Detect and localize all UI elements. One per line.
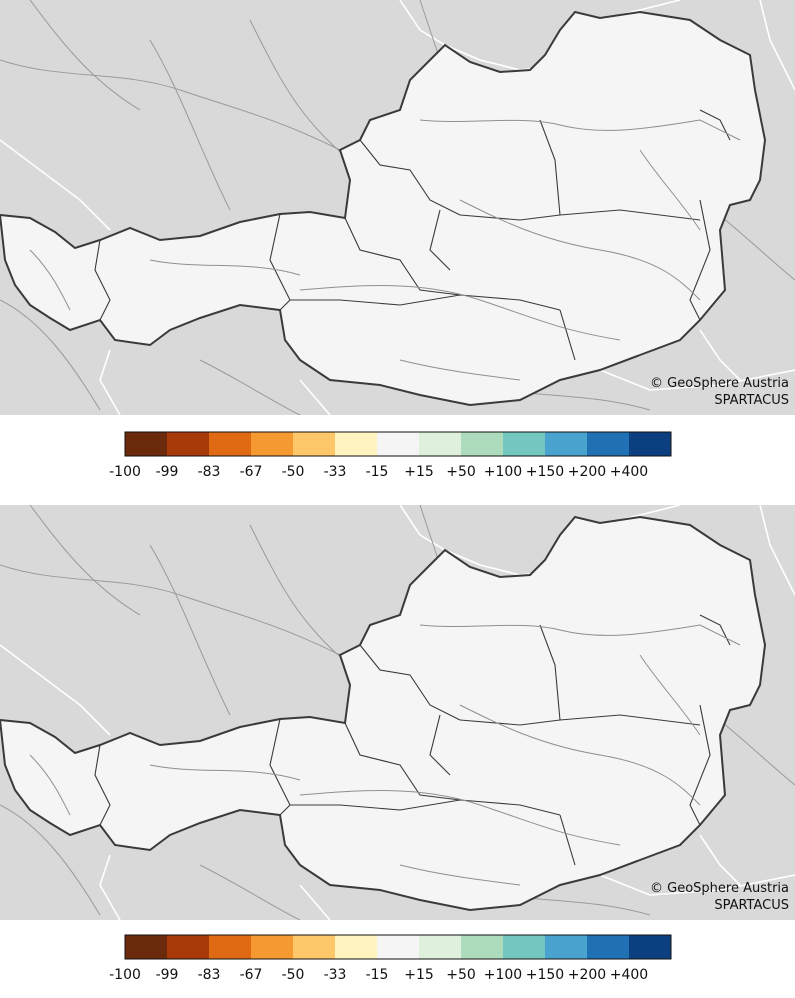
legend-swatch [293,935,335,959]
legend-swatch [167,432,209,456]
legend-tick-label: +50 [446,967,476,983]
legend-swatch [335,432,377,456]
legend-swatch [545,935,587,959]
legend-swatch [587,935,629,959]
legend-swatch [125,935,167,959]
legend-swatch [503,935,545,959]
legend-swatch [503,432,545,456]
legend-swatch [377,432,419,456]
legend-tick-label: -33 [324,464,347,480]
legend-tick-label: -83 [198,967,221,983]
legend-tick-label: -33 [324,967,347,983]
state-borders [94,109,731,361]
legend-tick-label: -100 [109,464,141,480]
legend-tick-label: +15 [404,967,434,983]
legend-swatch [167,935,209,959]
legend-swatch [377,935,419,959]
legend-tick-label: -15 [366,464,389,480]
legend-swatch [419,432,461,456]
legend-tick-label: +200 [568,464,606,480]
legend-swatch [125,432,167,456]
credit-line2: SPARTACUS [714,898,789,913]
credit-line1: © GeoSphere Austria [649,376,789,391]
map-credit-bottom: © GeoSphere Austria SPARTACUS [650,880,789,914]
legend-svg: -100 -99 -83 -67 -50 -33 -15 +15 +50 +100 +150 +200… [109,431,672,480]
legend-svg: -100 -99 -83 -67 -50 -33 -15 +15 +50 +100 +150 +200… [109,934,672,983]
legend-tick-label: -83 [198,464,221,480]
legend-swatch [209,935,251,959]
legend-swatch [587,432,629,456]
credit-line1: © GeoSphere Austria [649,881,789,896]
legend-frame [124,934,672,960]
legend-tick-label: +200 [568,967,606,983]
legend-tick-label: -50 [282,464,305,480]
legend-swatch [335,935,377,959]
legend-tick-label: +100 [484,464,522,480]
legend-swatch [209,432,251,456]
map-panel-top: © GeoSphere Austria SPARTACUS -100 -99 -83… [0,0,795,490]
legend-tick-label: -67 [240,464,263,480]
legend-swatch [461,432,503,456]
rivers-austria [29,119,741,381]
legend-tick-label: +150 [526,967,564,983]
legend-tick-label: +50 [446,464,476,480]
legend-tick-label: -50 [282,967,305,983]
rivers-austria [29,624,741,886]
rivers-background [0,0,795,415]
map-credit-top: © GeoSphere Austria SPARTACUS [650,375,789,409]
legend-swatch [293,432,335,456]
legend-tick-label: -67 [240,967,263,983]
legend-swatch [629,432,671,456]
legend-tick-label: -15 [366,967,389,983]
legend-swatch [461,935,503,959]
legend-swatch [419,935,461,959]
legend-swatch [251,432,293,456]
color-legend-bottom: -100 -99 -83 -67 -50 -33 -15 +15 +50 +100 +150 +200… [0,928,795,998]
legend-tick-label: +400 [610,464,648,480]
legend-tick-label: -100 [109,967,141,983]
precipitation-map-top [0,0,795,415]
legend-swatch [545,432,587,456]
precipitation-map-bottom [0,505,795,920]
legend-swatch [251,935,293,959]
legend-tick-label: +100 [484,967,522,983]
legend-tick-label: +150 [526,464,564,480]
legend-tick-label: -99 [156,464,179,480]
state-borders [94,614,731,866]
color-legend-top: -100 -99 -83 -67 -50 -33 -15 +15 +50 +100 +150 +200… [0,425,795,495]
legend-tick-label: -99 [156,967,179,983]
legend-tick-label: +15 [404,464,434,480]
map-panel-bottom: © GeoSphere Austria SPARTACUS -100 -99 -83… [0,505,795,993]
credit-line2: SPARTACUS [714,393,789,408]
legend-swatch [629,935,671,959]
legend-tick-label: +400 [610,967,648,983]
legend-frame [124,431,672,457]
